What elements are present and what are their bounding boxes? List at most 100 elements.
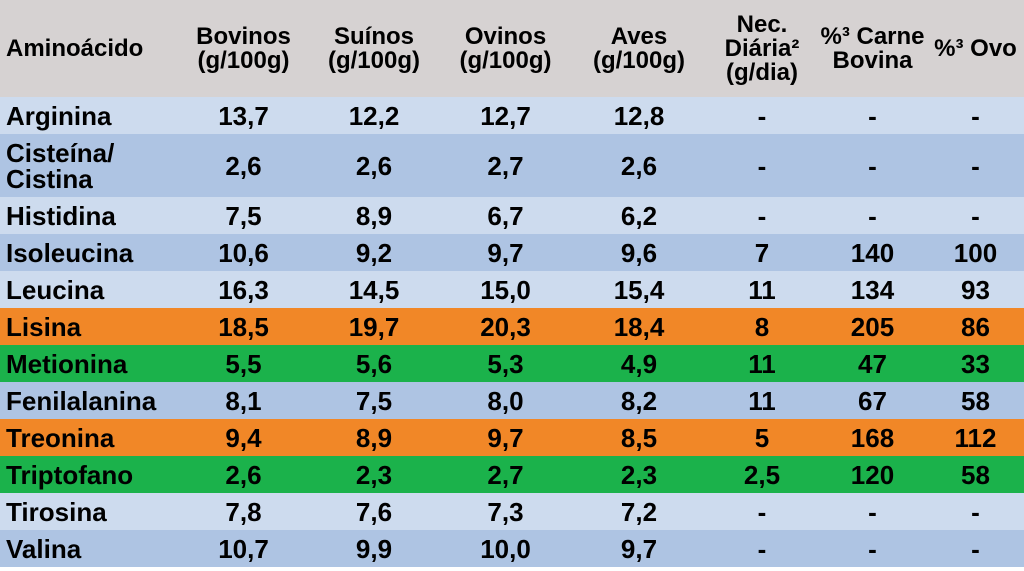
data-cell: 11 (706, 382, 818, 419)
data-cell: 15,0 (439, 271, 572, 308)
data-cell: 10,6 (178, 234, 309, 271)
data-cell: 7,2 (572, 493, 706, 530)
header-cell-7: %³ Ovo (927, 0, 1024, 97)
data-cell: 100 (927, 234, 1024, 271)
data-cell: - (818, 97, 927, 134)
header-cell-6: %³ Carne Bovina (818, 0, 927, 97)
data-cell: 15,4 (572, 271, 706, 308)
data-cell: - (706, 197, 818, 234)
data-cell: - (706, 97, 818, 134)
data-cell: 134 (818, 271, 927, 308)
data-cell: - (818, 530, 927, 567)
data-cell: 8,1 (178, 382, 309, 419)
data-cell: 7 (706, 234, 818, 271)
data-cell: 10,7 (178, 530, 309, 567)
data-cell: 5,3 (439, 345, 572, 382)
data-cell: 16,3 (178, 271, 309, 308)
table-head: Aminoácido Bovinos (g/100g) Suínos (g/10… (0, 0, 1024, 97)
data-cell: - (818, 493, 927, 530)
header-cell-1: Bovinos (g/100g) (178, 0, 309, 97)
header-cell-3: Ovinos (g/100g) (439, 0, 572, 97)
row-label: Treonina (0, 419, 178, 456)
row-label: Triptofano (0, 456, 178, 493)
table-row: Isoleucina10,69,29,79,67140100 (0, 234, 1024, 271)
row-label: Arginina (0, 97, 178, 134)
table-row: Histidina7,58,96,76,2--- (0, 197, 1024, 234)
data-cell: 6,2 (572, 197, 706, 234)
data-cell: 9,7 (572, 530, 706, 567)
table-row: Cisteína/ Cistina2,62,62,72,6--- (0, 134, 1024, 197)
data-cell: 5,5 (178, 345, 309, 382)
data-cell: 7,6 (309, 493, 439, 530)
data-cell: - (927, 493, 1024, 530)
row-label: Leucina (0, 271, 178, 308)
data-cell: 12,7 (439, 97, 572, 134)
data-cell: 8,5 (572, 419, 706, 456)
data-cell: 86 (927, 308, 1024, 345)
data-cell: - (927, 530, 1024, 567)
data-cell: 8,9 (309, 419, 439, 456)
data-cell: 12,2 (309, 97, 439, 134)
data-cell: 2,6 (309, 134, 439, 197)
data-cell: 58 (927, 382, 1024, 419)
row-label: Histidina (0, 197, 178, 234)
data-cell: 140 (818, 234, 927, 271)
table-row: Lisina18,519,720,318,4820586 (0, 308, 1024, 345)
data-cell: 11 (706, 345, 818, 382)
header-cell-5: Nec. Diária² (g/dia) (706, 0, 818, 97)
data-cell: 7,5 (178, 197, 309, 234)
row-label: Valina (0, 530, 178, 567)
table-row: Metionina5,55,65,34,9114733 (0, 345, 1024, 382)
table-row: Treonina9,48,99,78,55168112 (0, 419, 1024, 456)
table-row: Arginina13,712,212,712,8--- (0, 97, 1024, 134)
data-cell: 47 (818, 345, 927, 382)
data-cell: 2,6 (178, 134, 309, 197)
data-cell: 8,9 (309, 197, 439, 234)
row-label: Metionina (0, 345, 178, 382)
data-cell: 5,6 (309, 345, 439, 382)
data-cell: 2,7 (439, 134, 572, 197)
data-cell: 2,3 (309, 456, 439, 493)
data-cell: 9,6 (572, 234, 706, 271)
data-cell: 7,3 (439, 493, 572, 530)
data-cell: 2,3 (572, 456, 706, 493)
data-cell: 8 (706, 308, 818, 345)
data-cell: 8,2 (572, 382, 706, 419)
data-cell: 67 (818, 382, 927, 419)
data-cell: 7,8 (178, 493, 309, 530)
header-cell-0: Aminoácido (0, 0, 178, 97)
data-cell: 2,5 (706, 456, 818, 493)
table-body: Arginina13,712,212,712,8---Cisteína/ Cis… (0, 97, 1024, 567)
data-cell: 14,5 (309, 271, 439, 308)
data-cell: 4,9 (572, 345, 706, 382)
data-cell: 7,5 (309, 382, 439, 419)
data-cell: - (818, 197, 927, 234)
data-cell: - (927, 134, 1024, 197)
data-cell: 18,5 (178, 308, 309, 345)
data-cell: - (927, 97, 1024, 134)
data-cell: 2,6 (178, 456, 309, 493)
data-cell: 5 (706, 419, 818, 456)
row-label: Tirosina (0, 493, 178, 530)
table-row: Triptofano2,62,32,72,32,512058 (0, 456, 1024, 493)
data-cell: 58 (927, 456, 1024, 493)
data-cell: 6,7 (439, 197, 572, 234)
row-label: Cisteína/ Cistina (0, 134, 178, 197)
data-cell: 20,3 (439, 308, 572, 345)
data-cell: 33 (927, 345, 1024, 382)
data-cell: - (706, 530, 818, 567)
row-label: Lisina (0, 308, 178, 345)
table-row: Tirosina7,87,67,37,2--- (0, 493, 1024, 530)
data-cell: - (706, 493, 818, 530)
data-cell: 8,0 (439, 382, 572, 419)
row-label: Fenilalanina (0, 382, 178, 419)
row-label: Isoleucina (0, 234, 178, 271)
data-cell: 11 (706, 271, 818, 308)
data-cell: 2,6 (572, 134, 706, 197)
data-cell: 9,2 (309, 234, 439, 271)
data-cell: 93 (927, 271, 1024, 308)
header-row: Aminoácido Bovinos (g/100g) Suínos (g/10… (0, 0, 1024, 97)
header-cell-2: Suínos (g/100g) (309, 0, 439, 97)
data-cell: 9,4 (178, 419, 309, 456)
data-cell: 13,7 (178, 97, 309, 134)
